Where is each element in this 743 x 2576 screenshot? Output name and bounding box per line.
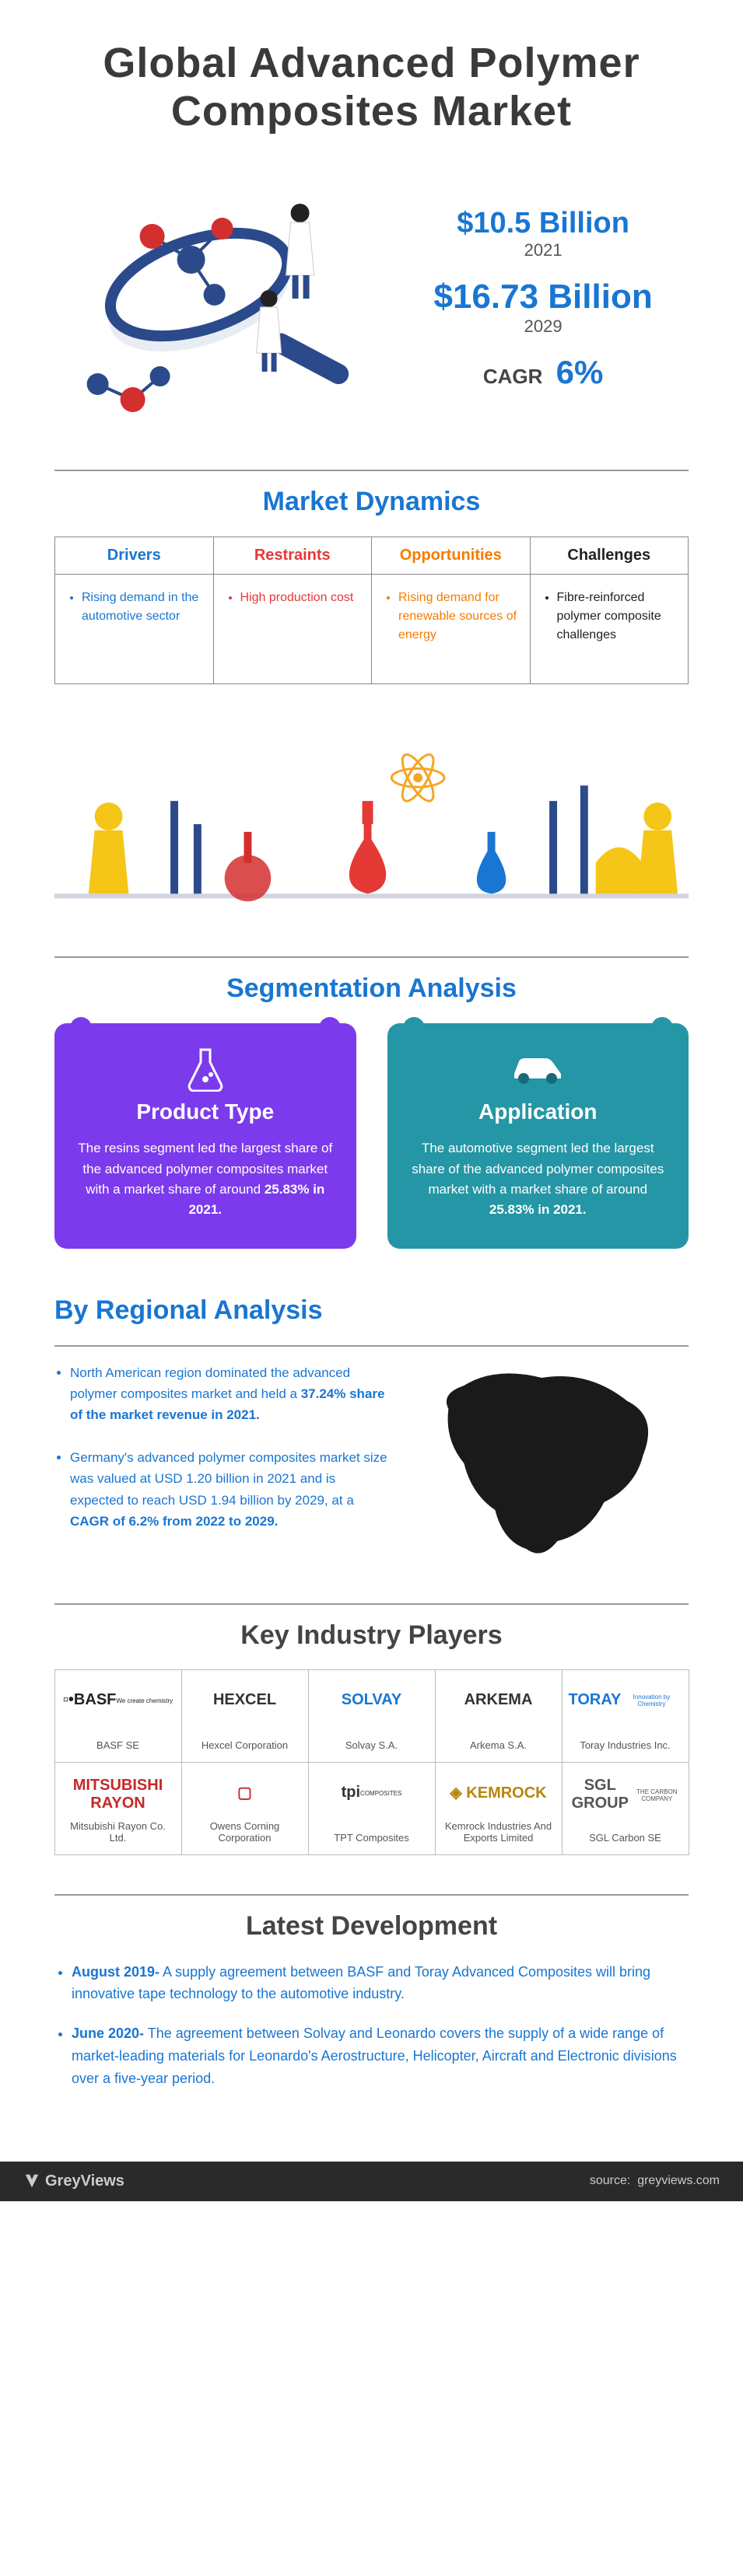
players-grid: ▫•BASFWe create chemistry BASF SE HEXCEL He… bbox=[54, 1670, 689, 1855]
hero-section: $10.5 Billion 2021 $16.73 Billion 2029 C… bbox=[54, 166, 689, 431]
hero-illustration bbox=[54, 166, 374, 431]
segmentation-card-title: Product Type bbox=[76, 1099, 335, 1124]
stat-2029-year: 2029 bbox=[398, 316, 689, 337]
regional-heading: By Regional Analysis bbox=[54, 1295, 689, 1326]
dynamics-col-head: Restraints bbox=[214, 537, 372, 575]
player-cell: ▢ Owens Corning Corporation bbox=[181, 1762, 309, 1855]
dynamics-item: High production cost bbox=[240, 589, 359, 607]
player-logo: ▫•BASFWe create chemistry bbox=[61, 1684, 175, 1715]
player-cell: SGL GROUPTHE CARBON COMPANY SGL Carbon SE bbox=[562, 1762, 689, 1855]
divider bbox=[54, 956, 689, 958]
dynamics-column: Restraints High production cost bbox=[214, 537, 373, 684]
player-cell: ▫•BASFWe create chemistry BASF SE bbox=[54, 1669, 182, 1763]
flask-icon bbox=[76, 1047, 335, 1092]
dynamics-col-body: High production cost bbox=[214, 575, 372, 683]
footer-brand: GreyViews bbox=[23, 2172, 124, 2190]
divider bbox=[54, 1894, 689, 1896]
development-item: August 2019- A supply agreement between … bbox=[72, 1961, 689, 2006]
dynamics-heading: Market Dynamics bbox=[54, 487, 689, 517]
player-logo: MITSUBISHI RAYON bbox=[61, 1777, 175, 1812]
stat-2029-value: $16.73 Billion bbox=[398, 278, 689, 316]
segmentation-card-title: Application bbox=[409, 1099, 668, 1124]
player-logo: ARKEMA bbox=[442, 1684, 555, 1715]
dynamics-col-body: Rising demand for renewable sources of e… bbox=[372, 575, 530, 683]
player-logo: ◈ KEMROCK bbox=[442, 1777, 555, 1808]
divider bbox=[54, 1345, 689, 1347]
dynamics-col-body: Fibre-reinforced polymer composite chall… bbox=[531, 575, 689, 683]
player-cell: ◈ KEMROCK Kemrock Industries And Exports … bbox=[435, 1762, 563, 1855]
segmentation-cards: Product Type The resins segment led the l… bbox=[54, 1023, 689, 1248]
regional-section: North American region dominated the adva… bbox=[54, 1362, 689, 1564]
player-logo: SOLVAY bbox=[315, 1684, 429, 1715]
cagr-row: CAGR 6% bbox=[398, 354, 689, 391]
divider bbox=[54, 470, 689, 471]
player-cell: HEXCEL Hexcel Corporation bbox=[181, 1669, 309, 1763]
player-name: Owens Corning Corporation bbox=[188, 1820, 302, 1844]
page-title: Global Advanced Polymer Composites Marke… bbox=[54, 39, 689, 135]
player-logo: SGL GROUPTHE CARBON COMPANY bbox=[569, 1777, 682, 1812]
segmentation-heading: Segmentation Analysis bbox=[54, 973, 689, 1004]
regional-text: North American region dominated the adva… bbox=[54, 1362, 387, 1554]
dynamics-col-head: Drivers bbox=[55, 537, 213, 575]
players-heading: Key Industry Players bbox=[54, 1620, 689, 1651]
developments-heading: Latest Development bbox=[54, 1911, 689, 1942]
segmentation-card-body: The automotive segment led the largest s… bbox=[409, 1138, 668, 1220]
footer-source: source: greyviews.com bbox=[590, 2174, 720, 2188]
player-cell: tpiCOMPOSITES TPT Composites bbox=[308, 1762, 436, 1855]
player-cell: MITSUBISHI RAYON Mitsubishi Rayon Co. Ltd… bbox=[54, 1762, 182, 1855]
cagr-value: 6% bbox=[556, 354, 604, 390]
segmentation-card: Application The automotive segment led th… bbox=[387, 1023, 689, 1248]
dynamics-col-body: Rising demand in the automotive sector bbox=[55, 575, 213, 683]
development-item: June 2020- The agreement between Solvay … bbox=[72, 2022, 689, 2089]
player-logo: HEXCEL bbox=[188, 1684, 302, 1715]
player-logo: tpiCOMPOSITES bbox=[315, 1777, 429, 1808]
footer: GreyViews source: greyviews.com bbox=[0, 2162, 743, 2201]
player-logo: ▢ bbox=[188, 1777, 302, 1808]
player-name: Kemrock Industries And Exports Limited bbox=[442, 1820, 555, 1844]
dynamics-item: Fibre-reinforced polymer composite chall… bbox=[557, 589, 676, 645]
player-name: Hexcel Corporation bbox=[188, 1739, 302, 1751]
divider bbox=[54, 1603, 689, 1605]
north-america-map bbox=[411, 1362, 689, 1564]
player-cell: TORAYInnovation by Chemistry Toray Indust… bbox=[562, 1669, 689, 1763]
developments-list: August 2019- A supply agreement between … bbox=[54, 1961, 689, 2090]
segmentation-card: Product Type The resins segment led the l… bbox=[54, 1023, 356, 1248]
dynamics-column: Opportunities Rising demand for renewable… bbox=[372, 537, 531, 684]
regional-item: North American region dominated the adva… bbox=[70, 1362, 387, 1426]
player-name: TPT Composites bbox=[315, 1832, 429, 1844]
regional-item: Germany's advanced polymer composites ma… bbox=[70, 1447, 387, 1532]
stat-2021-year: 2021 bbox=[398, 240, 689, 260]
player-cell: ARKEMA Arkema S.A. bbox=[435, 1669, 563, 1763]
dynamics-col-head: Challenges bbox=[531, 537, 689, 575]
dynamics-col-head: Opportunities bbox=[372, 537, 530, 575]
player-logo: TORAYInnovation by Chemistry bbox=[569, 1684, 682, 1715]
dynamics-column: Challenges Fibre-reinforced polymer compo… bbox=[531, 537, 689, 684]
segmentation-card-body: The resins segment led the largest share… bbox=[76, 1138, 335, 1220]
dynamics-item: Rising demand in the automotive sector bbox=[82, 589, 201, 626]
hero-stats: $10.5 Billion 2021 $16.73 Billion 2029 C… bbox=[398, 207, 689, 391]
lab-illustration bbox=[54, 708, 689, 925]
player-cell: SOLVAY Solvay S.A. bbox=[308, 1669, 436, 1763]
player-name: Toray Industries Inc. bbox=[569, 1739, 682, 1751]
player-name: Arkema S.A. bbox=[442, 1739, 555, 1751]
stat-2021-value: $10.5 Billion bbox=[398, 207, 689, 240]
dynamics-column: Drivers Rising demand in the automotive s… bbox=[54, 537, 214, 684]
player-name: BASF SE bbox=[61, 1739, 175, 1751]
dynamics-item: Rising demand for renewable sources of e… bbox=[398, 589, 517, 645]
player-name: Mitsubishi Rayon Co. Ltd. bbox=[61, 1820, 175, 1844]
cagr-label: CAGR bbox=[483, 365, 543, 388]
dynamics-table: Drivers Rising demand in the automotive s… bbox=[54, 537, 689, 684]
car-icon bbox=[409, 1047, 668, 1092]
player-name: Solvay S.A. bbox=[315, 1739, 429, 1751]
player-name: SGL Carbon SE bbox=[569, 1832, 682, 1844]
